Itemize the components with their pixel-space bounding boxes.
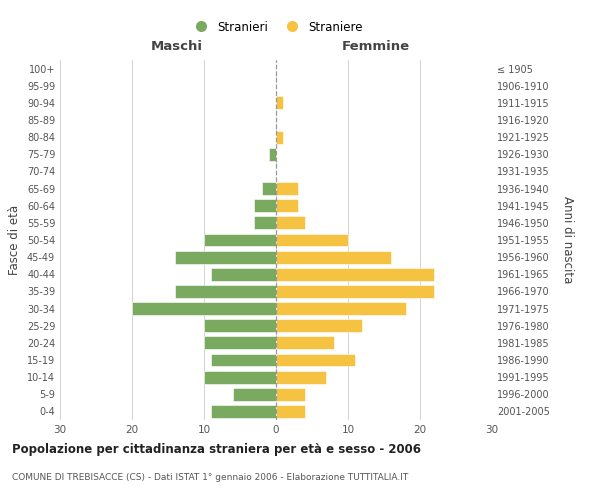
Text: Femmine: Femmine bbox=[341, 40, 409, 53]
Bar bbox=[276, 234, 348, 246]
Bar bbox=[211, 268, 276, 280]
Bar bbox=[276, 130, 283, 143]
Bar bbox=[276, 370, 326, 384]
Bar bbox=[276, 336, 334, 349]
Bar bbox=[276, 388, 305, 400]
Bar bbox=[211, 405, 276, 418]
Bar bbox=[276, 268, 434, 280]
Bar bbox=[233, 388, 276, 400]
Bar bbox=[204, 370, 276, 384]
Legend: Stranieri, Straniere: Stranieri, Straniere bbox=[184, 16, 368, 38]
Bar bbox=[204, 336, 276, 349]
Bar bbox=[204, 234, 276, 246]
Bar bbox=[276, 285, 434, 298]
Bar bbox=[211, 354, 276, 366]
Bar bbox=[276, 182, 298, 195]
Bar bbox=[276, 354, 355, 366]
Bar bbox=[269, 148, 276, 160]
Bar bbox=[276, 216, 305, 230]
Bar bbox=[262, 182, 276, 195]
Text: COMUNE DI TREBISACCE (CS) - Dati ISTAT 1° gennaio 2006 - Elaborazione TUTTITALIA: COMUNE DI TREBISACCE (CS) - Dati ISTAT 1… bbox=[12, 472, 408, 482]
Bar bbox=[276, 96, 283, 110]
Text: Popolazione per cittadinanza straniera per età e sesso - 2006: Popolazione per cittadinanza straniera p… bbox=[12, 442, 421, 456]
Bar bbox=[175, 285, 276, 298]
Bar bbox=[254, 200, 276, 212]
Bar bbox=[132, 302, 276, 315]
Bar bbox=[276, 302, 406, 315]
Bar bbox=[276, 250, 391, 264]
Bar bbox=[204, 320, 276, 332]
Bar bbox=[276, 200, 298, 212]
Bar bbox=[254, 216, 276, 230]
Bar bbox=[276, 405, 305, 418]
Bar bbox=[175, 250, 276, 264]
Bar bbox=[276, 320, 362, 332]
Y-axis label: Anni di nascita: Anni di nascita bbox=[561, 196, 574, 284]
Y-axis label: Fasce di età: Fasce di età bbox=[8, 205, 21, 275]
Text: Maschi: Maschi bbox=[151, 40, 203, 53]
